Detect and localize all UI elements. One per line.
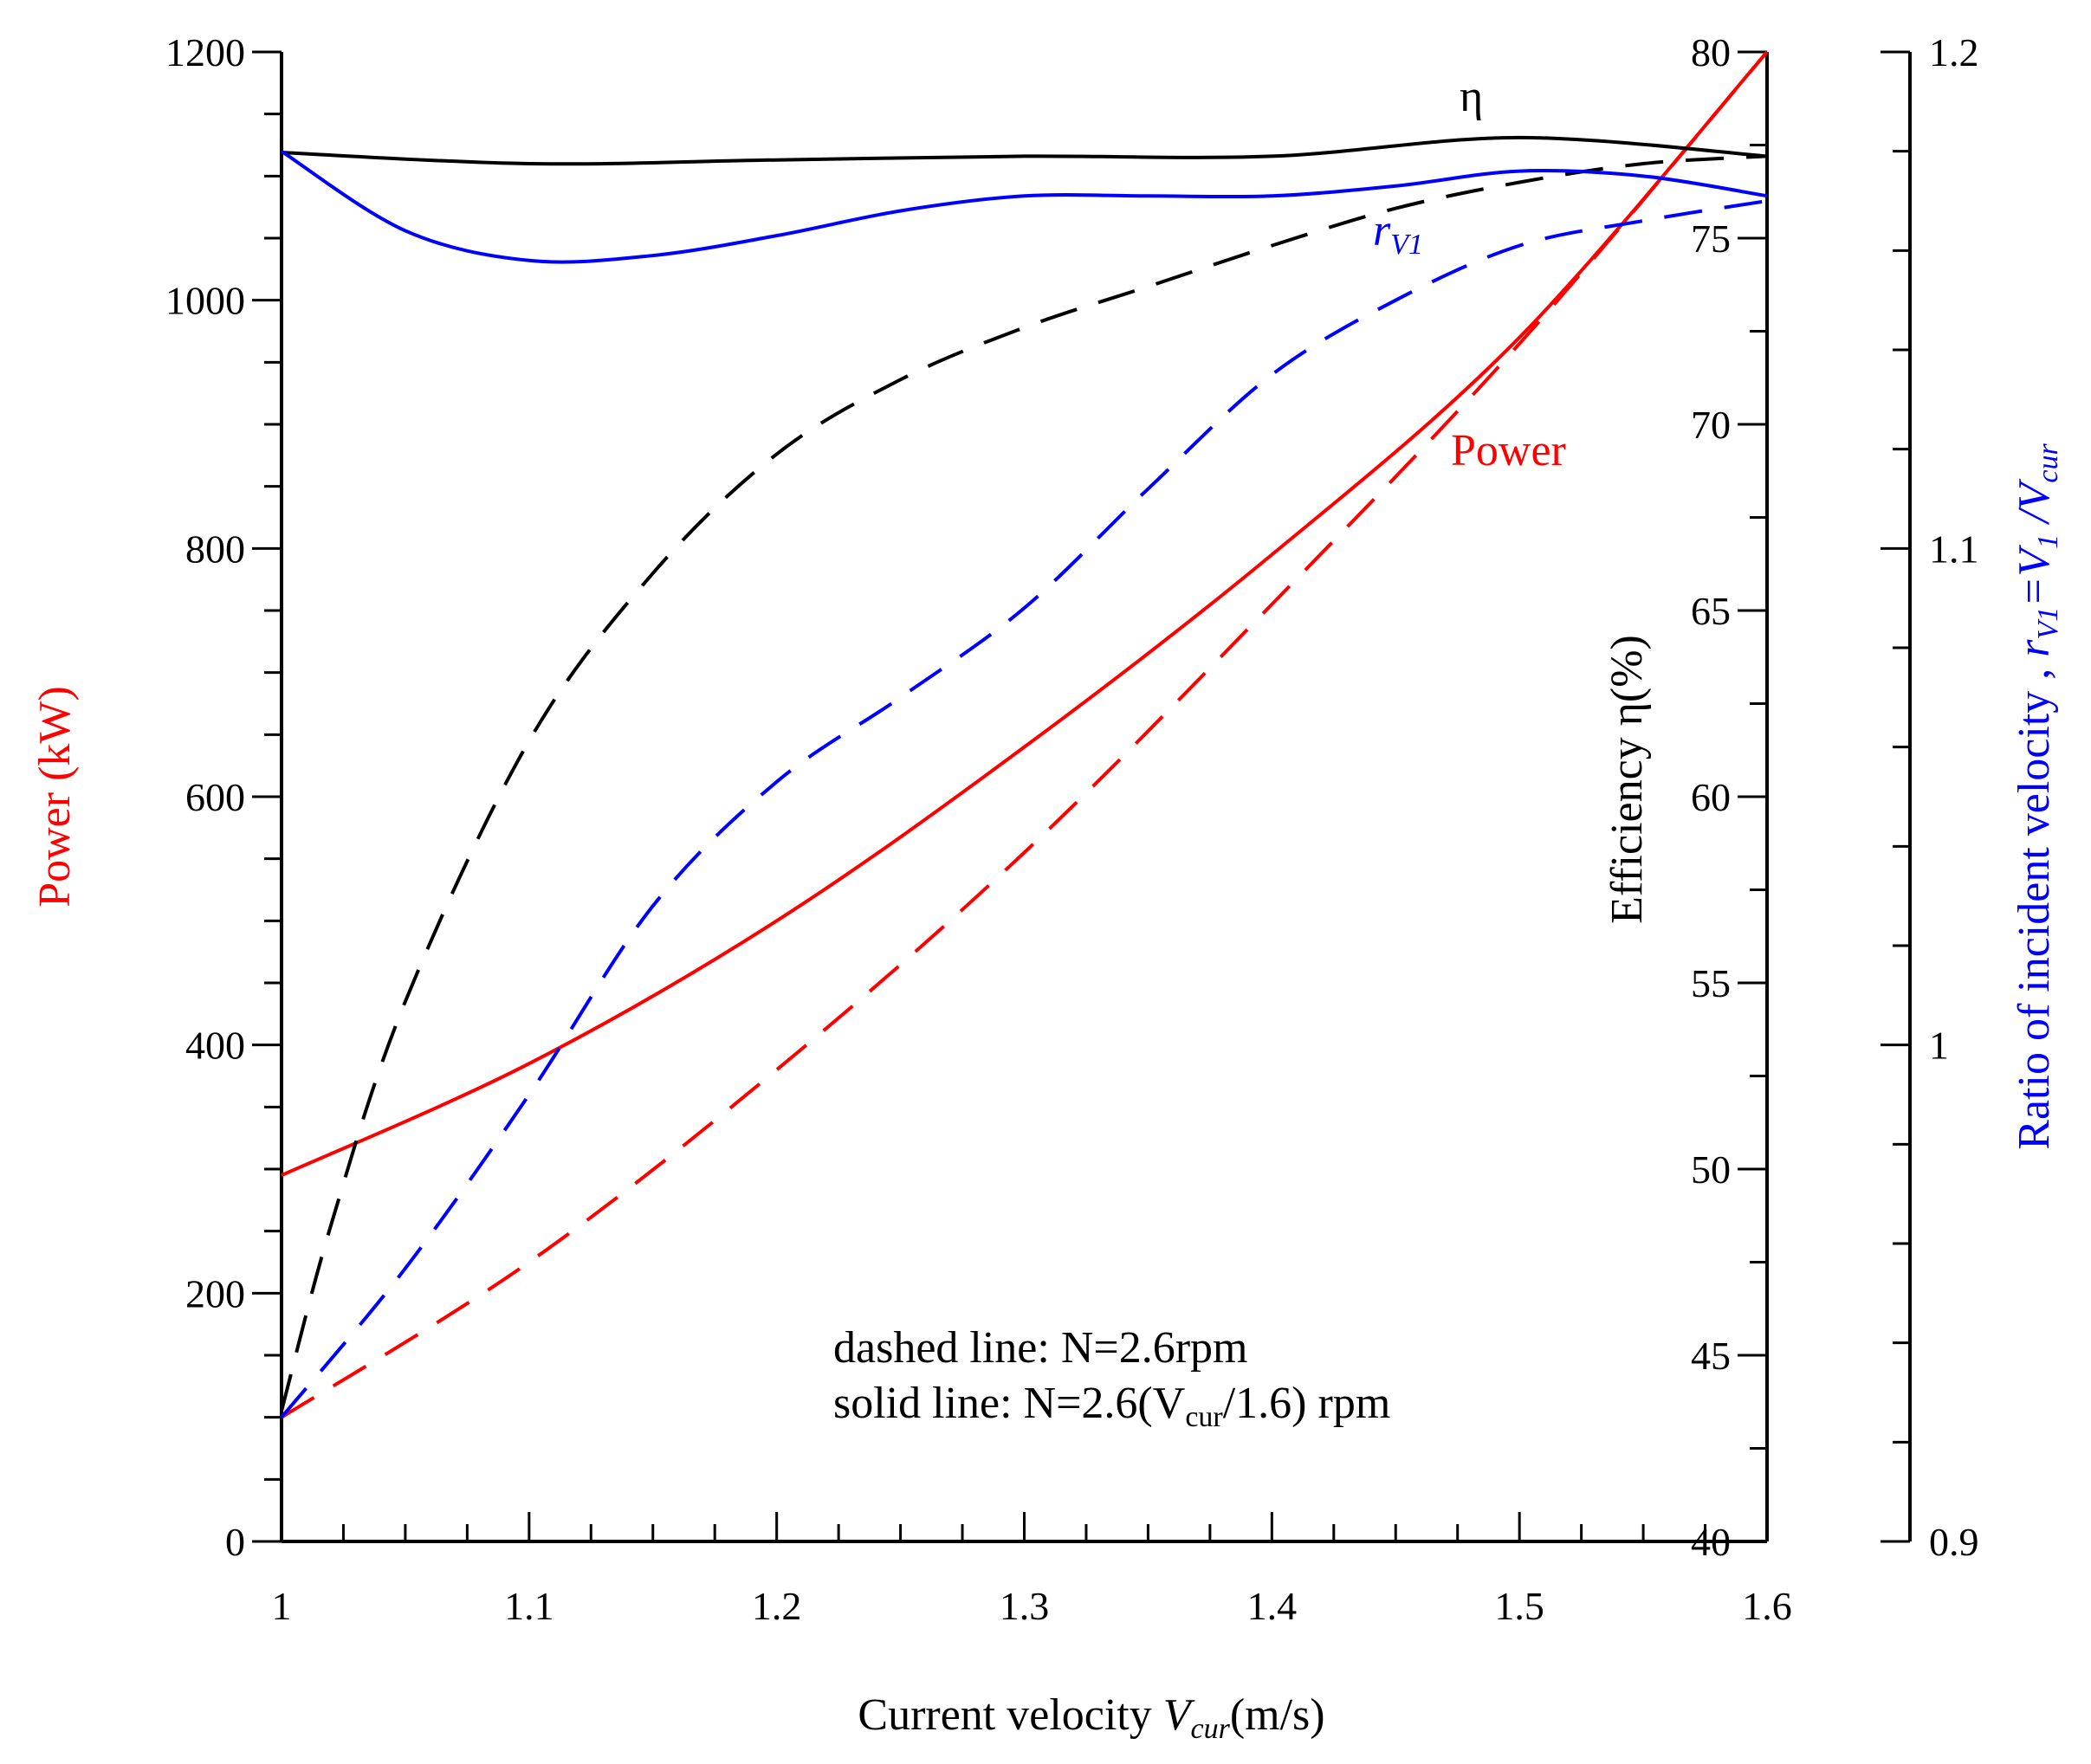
mid-tick-label: 65 <box>1691 589 1731 633</box>
eta-series-label: η <box>1460 72 1483 121</box>
left-tick-label: 400 <box>185 1024 245 1068</box>
power-solid-line <box>281 50 1769 1177</box>
x-tick-label: 1 <box>272 1584 292 1628</box>
mid-tick-label: 75 <box>1691 216 1731 261</box>
right-axis-title-div: /V <box>2010 478 2059 533</box>
left-tick-label: 200 <box>185 1271 245 1315</box>
efficiency-solid-line <box>281 135 1768 166</box>
series-group <box>280 50 1769 1419</box>
mid-tick-label: 45 <box>1691 1334 1731 1378</box>
right-tick-label: 1.2 <box>1929 30 1979 74</box>
legend-solid: solid line: N=2.6(Vcur/1.6) rpm <box>833 1379 1390 1433</box>
x-tick-label: 1.1 <box>504 1584 554 1628</box>
power-dashed-line <box>280 50 1769 1419</box>
left-axis-title: Power (kW) <box>30 686 80 908</box>
power-series-label: Power <box>1451 426 1566 475</box>
efficiency-dashed-line <box>280 154 1768 1412</box>
legend-solid-pre: solid line: N=2.6(V <box>833 1379 1185 1428</box>
right-axis-title-r: r <box>2010 639 2059 657</box>
x-axis-title-main: Current velocity <box>858 1690 1162 1740</box>
x-tick-label: 1.4 <box>1247 1584 1298 1628</box>
right-tick-label: 1 <box>1929 1024 1949 1068</box>
legend-solid-post: /1.6) rpm <box>1223 1379 1391 1428</box>
ticks-group: 1 1.1 1.2 1.3 1.4 1.5 1.6 0 200 400 600 800 1000 1200… <box>165 30 1979 1628</box>
left-tick-label: 0 <box>225 1520 245 1564</box>
left-tick-label: 1200 <box>165 30 245 74</box>
right-axis-title: Ratio of incident velocity , rV1=V1 /Vcu… <box>2010 443 2064 1150</box>
mid-tick-label: 40 <box>1691 1520 1731 1564</box>
right-tick-label: 1.1 <box>1929 527 1979 571</box>
x-tick-label: 1.5 <box>1494 1584 1544 1628</box>
right-axis-title-vcur-sub: cur <box>2032 443 2064 483</box>
ratio-solid-line <box>280 149 1768 264</box>
x-axis-title-sub: cur <box>1191 1713 1231 1745</box>
legend-solid-sub: cur <box>1185 1401 1223 1433</box>
mid-tick-label: 55 <box>1691 961 1731 1005</box>
x-tick-label: 1.6 <box>1742 1584 1792 1628</box>
rv1-label-r: r <box>1373 206 1391 255</box>
mid-tick-label: 80 <box>1691 30 1731 74</box>
right-axis-title-main: Ratio of incident velocity , <box>2010 657 2059 1150</box>
rv1-label-sub: V1 <box>1390 229 1423 261</box>
x-tick-label: 1.3 <box>1000 1584 1050 1628</box>
x-axis-title: Current velocity Vcur(m/s) <box>858 1690 1324 1745</box>
right-axis-title-v1-sub: 1 <box>2032 534 2064 549</box>
ratio-dashed-line <box>280 199 1768 1418</box>
legend-dashed: dashed line: N=2.6rpm <box>833 1323 1247 1373</box>
mid-axis-title: Efficiency η(%) <box>1602 635 1652 924</box>
x-tick-label: 1.2 <box>752 1584 802 1628</box>
rv1-series-label: rV1 <box>1373 206 1423 261</box>
right-axis-title-r-sub: V1 <box>2032 607 2064 640</box>
x-axis-title-unit: (m/s) <box>1230 1690 1325 1740</box>
axes-group <box>280 52 1912 1543</box>
mid-tick-label: 70 <box>1691 403 1731 447</box>
left-tick-label: 600 <box>185 775 245 819</box>
left-tick-label: 1000 <box>165 279 245 323</box>
mid-tick-label: 50 <box>1691 1147 1731 1192</box>
mid-tick-label: 60 <box>1691 775 1731 819</box>
right-tick-label: 0.9 <box>1929 1520 1979 1564</box>
right-axis-title-eq: =V <box>2010 545 2059 607</box>
x-axis-title-symbol: V <box>1163 1690 1195 1740</box>
left-tick-label: 800 <box>185 527 245 571</box>
